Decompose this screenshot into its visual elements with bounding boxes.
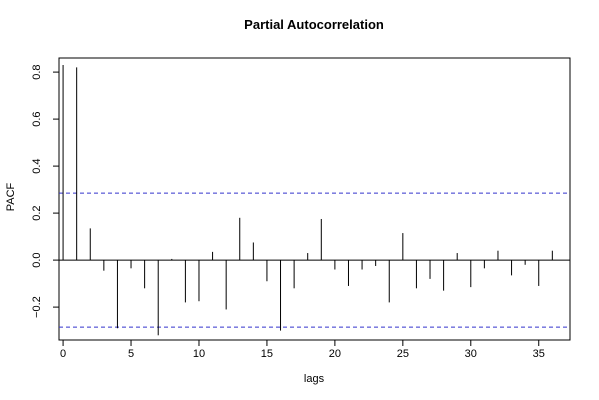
pacf-bars bbox=[62, 65, 553, 336]
x-tick-label: 0 bbox=[60, 348, 66, 360]
y-tick-label: −0.2 bbox=[31, 296, 43, 318]
x-axis: 0 5 10 15 20 25 30 35 bbox=[60, 340, 545, 360]
y-tick-label: 0.4 bbox=[31, 158, 43, 173]
chart-title: Partial Autocorrelation bbox=[244, 17, 384, 32]
y-tick-label: 0.8 bbox=[31, 64, 43, 79]
confidence-lines bbox=[59, 192, 570, 328]
x-tick-label: 35 bbox=[533, 348, 545, 360]
plot-frame bbox=[58, 57, 571, 341]
y-tick-label: 0.0 bbox=[31, 252, 43, 267]
x-tick-label: 30 bbox=[465, 348, 477, 360]
y-axis: −0.2 0.0 0.2 0.4 0.6 0.8 bbox=[31, 64, 59, 318]
x-axis-label: lags bbox=[304, 373, 325, 385]
y-tick-label: 0.2 bbox=[31, 205, 43, 220]
x-tick-label: 15 bbox=[261, 348, 273, 360]
x-tick-label: 25 bbox=[397, 348, 409, 360]
y-tick-label: 0.6 bbox=[31, 111, 43, 126]
x-tick-label: 5 bbox=[128, 348, 134, 360]
x-tick-label: 20 bbox=[329, 348, 341, 360]
y-axis-label: PACF bbox=[5, 182, 17, 211]
x-tick-label: 10 bbox=[193, 348, 205, 360]
